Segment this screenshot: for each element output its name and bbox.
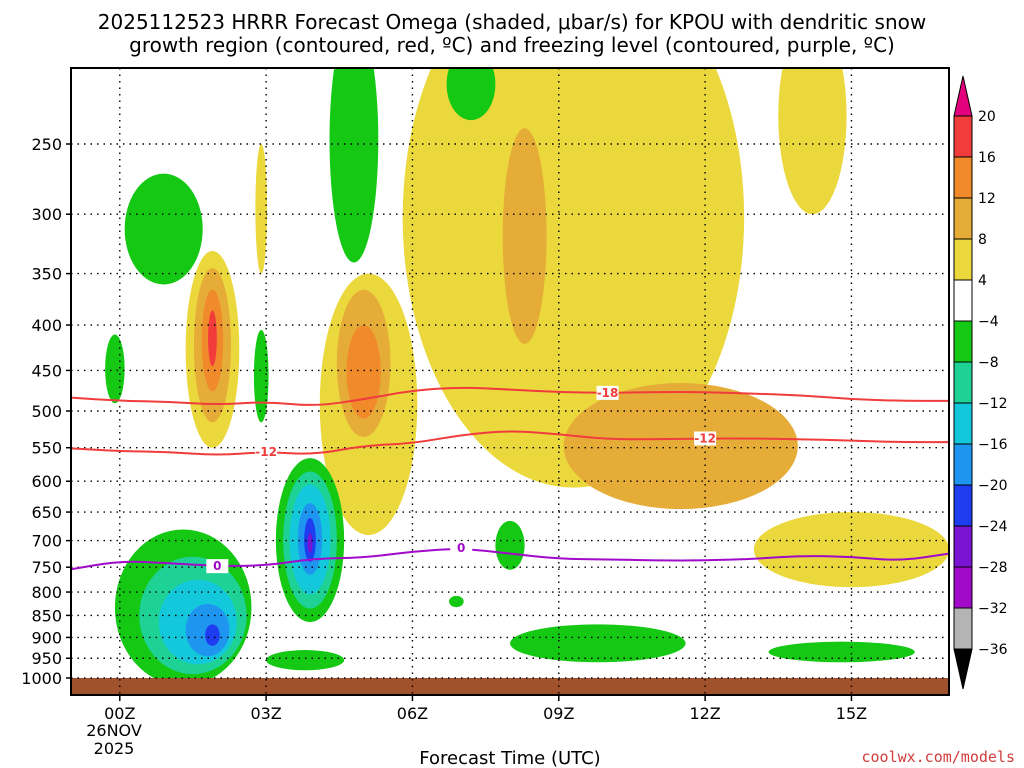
omega-sinking-03-green xyxy=(329,68,379,263)
colorbar-label-12: −32 xyxy=(978,601,1008,617)
colorbar-swatch-7 xyxy=(953,402,973,445)
contour-label-dendritic-bottom-0: -12 xyxy=(255,445,277,459)
y-tick-label-900: 900 xyxy=(31,628,62,647)
colorbar-label-3: 8 xyxy=(978,232,987,248)
colorbar-label-4: 4 xyxy=(978,273,987,289)
omega-rising-col-01-red xyxy=(208,310,217,367)
y-tick-label-400: 400 xyxy=(31,316,62,335)
x-tick-label-06Z: 06Z xyxy=(397,704,428,723)
colorbar-top-arrow xyxy=(953,75,973,117)
y-tick-label-600: 600 xyxy=(31,472,62,491)
x-tick-label-15Z: 15Z xyxy=(836,704,867,723)
colorbar-label-6: −8 xyxy=(978,355,999,371)
gridlines xyxy=(71,68,949,695)
y-tick-label-1000: 1000 xyxy=(21,669,62,688)
colorbar-label-0: 20 xyxy=(978,109,996,125)
y-tick-label-650: 650 xyxy=(31,503,62,522)
contour-label-dendritic-top-0: -18 xyxy=(597,386,619,400)
x-tick-label-12Z: 12Z xyxy=(689,704,720,723)
omega-sinking-05-green xyxy=(510,624,686,663)
x-axis: 00Z 03Z 06Z 09Z 12Z 15Z xyxy=(104,695,867,723)
contour-label-dendritic-bottom-1: -12 xyxy=(694,431,716,445)
colorbar-swatch-9 xyxy=(953,484,973,527)
colorbar-label-8: −16 xyxy=(978,437,1008,453)
colorbar-label-13: −36 xyxy=(978,642,1008,658)
colorbar-swatch-4 xyxy=(953,279,973,322)
omega-sinking-02-purple xyxy=(307,533,313,554)
colorbar-swatch-8 xyxy=(953,443,973,486)
x-tick-label-03Z: 03Z xyxy=(250,704,281,723)
y-tick-label-500: 500 xyxy=(31,402,62,421)
omega-sinking-12-green xyxy=(449,595,464,608)
colorbar-swatch-2 xyxy=(953,197,973,240)
contour-dendritic-top xyxy=(71,386,949,406)
x-tick-label-00Z: 00Z xyxy=(104,704,135,723)
x-tick-label-09Z: 09Z xyxy=(543,704,574,723)
chart-title-line2: growth region (contoured, red, ºC) and f… xyxy=(129,33,895,57)
y-tick-label-950: 950 xyxy=(31,649,62,668)
colorbar-swatch-10 xyxy=(953,525,973,568)
contours: -18 -12 -12 0 0 xyxy=(71,385,949,574)
contour-label-freezing-level-0: 0 xyxy=(213,559,221,573)
colorbar-label-5: −4 xyxy=(978,314,999,330)
y-tick-label-250: 250 xyxy=(31,135,62,154)
colorbar-label-10: −24 xyxy=(978,519,1008,535)
colorbar-label-7: −12 xyxy=(978,396,1008,412)
omega-rising-col-02-orange xyxy=(346,325,381,419)
contour-label-freezing-level-1: 0 xyxy=(457,541,465,555)
y-tick-label-350: 350 xyxy=(31,265,62,284)
contour-label-bg-dendritic-bottom-1 xyxy=(694,431,717,446)
omega-sinking-06-green xyxy=(768,641,915,663)
omega-sinking-09-green xyxy=(105,334,125,404)
colorbar-swatch-3 xyxy=(953,238,973,281)
y-tick-label-800: 800 xyxy=(31,583,62,602)
omega-sinking-10-green xyxy=(253,329,269,423)
y-tick-label-750: 750 xyxy=(31,558,62,577)
chart-title-line1: 2025112523 HRRR Forecast Omega (shaded, … xyxy=(98,10,926,34)
y-axis: 250 300 350 400 450 500 550 600 650 700 750 800 850 9… xyxy=(21,135,71,688)
contour-label-bg-freezing-level-0 xyxy=(206,559,229,574)
colorbar-swatch-11 xyxy=(953,566,973,609)
contour-freezing-level xyxy=(71,548,949,571)
omega-rising-col-04-yellow xyxy=(402,68,745,488)
colorbar-label-2: 12 xyxy=(978,191,996,207)
date-label-day: 26NOV xyxy=(86,721,142,740)
y-tick-label-300: 300 xyxy=(31,205,62,224)
colorbar-label-1: 16 xyxy=(978,150,996,166)
contour-dendritic-bottom xyxy=(71,430,949,456)
plot-frame xyxy=(70,67,950,696)
omega-sinking-11-green xyxy=(266,650,345,671)
colorbar-swatch-0 xyxy=(953,115,973,158)
colorbar-swatch-12 xyxy=(953,607,973,650)
colorbar-label-11: −28 xyxy=(978,560,1008,576)
omega-rising-col-04-gold xyxy=(502,128,547,344)
date-label-year: 2025 xyxy=(94,739,135,758)
ground-layer xyxy=(71,678,949,695)
colorbar-swatch-5 xyxy=(953,320,973,363)
y-tick-label-700: 700 xyxy=(31,532,62,551)
omega-rising-col-03-yellow xyxy=(255,144,268,274)
y-tick-label-450: 450 xyxy=(31,361,62,380)
colorbar-bottom-arrow xyxy=(953,648,973,690)
omega-rising-col-07-yellow xyxy=(778,68,847,215)
omega-sinking-01-blue xyxy=(205,624,220,646)
colorbar-swatch-1 xyxy=(953,156,973,199)
omega-sinking-04-green xyxy=(124,173,203,285)
y-tick-label-850: 850 xyxy=(31,606,62,625)
omega-sinking-08-green xyxy=(446,68,496,121)
contour-label-bg-dendritic-top-0 xyxy=(596,385,619,400)
contour-label-bg-freezing-level-1 xyxy=(450,541,473,556)
y-tick-label-550: 550 xyxy=(31,439,62,458)
x-axis-title: Forecast Time (UTC) xyxy=(419,748,600,768)
omega-sinking-07-green xyxy=(495,520,525,570)
ground-fill xyxy=(71,678,949,695)
colorbar-label-9: −20 xyxy=(978,478,1008,494)
credit-text: coolwx.com/models xyxy=(861,748,1015,766)
contour-label-bg-dendritic-bottom-0 xyxy=(255,444,278,459)
colorbar-swatch-6 xyxy=(953,361,973,404)
omega-rising-col-05-gold xyxy=(563,383,798,510)
colorbar: 20 16 12 8 4 −4 −8 −12 −16 −20 −24 −28 −32 −36 xyxy=(953,75,1008,690)
